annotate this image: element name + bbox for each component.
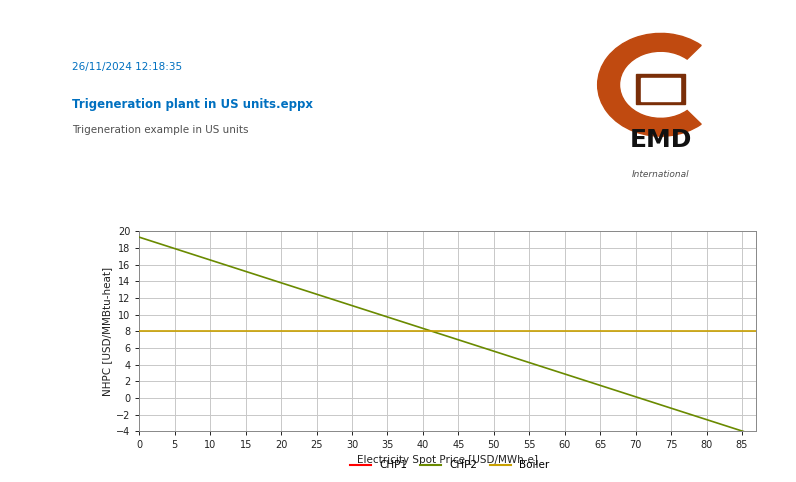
Y-axis label: NHPC [USD/MMBtu-heat]: NHPC [USD/MMBtu-heat]: [102, 267, 111, 396]
Text: 26/11/2024 12:18:35: 26/11/2024 12:18:35: [72, 62, 181, 72]
Wedge shape: [598, 33, 701, 136]
FancyBboxPatch shape: [636, 74, 685, 104]
Text: Trigeneration example in US units: Trigeneration example in US units: [72, 124, 248, 134]
Legend: CHP1, CHP2, Boiler: CHP1, CHP2, Boiler: [346, 456, 553, 474]
FancyBboxPatch shape: [642, 79, 680, 101]
Text: EMD: EMD: [630, 128, 692, 152]
Text: Trigeneration plant in US units.eppx: Trigeneration plant in US units.eppx: [72, 98, 313, 111]
X-axis label: Electricity Spot Price [USD/MWh-e]: Electricity Spot Price [USD/MWh-e]: [357, 455, 538, 465]
Text: International: International: [632, 170, 689, 178]
